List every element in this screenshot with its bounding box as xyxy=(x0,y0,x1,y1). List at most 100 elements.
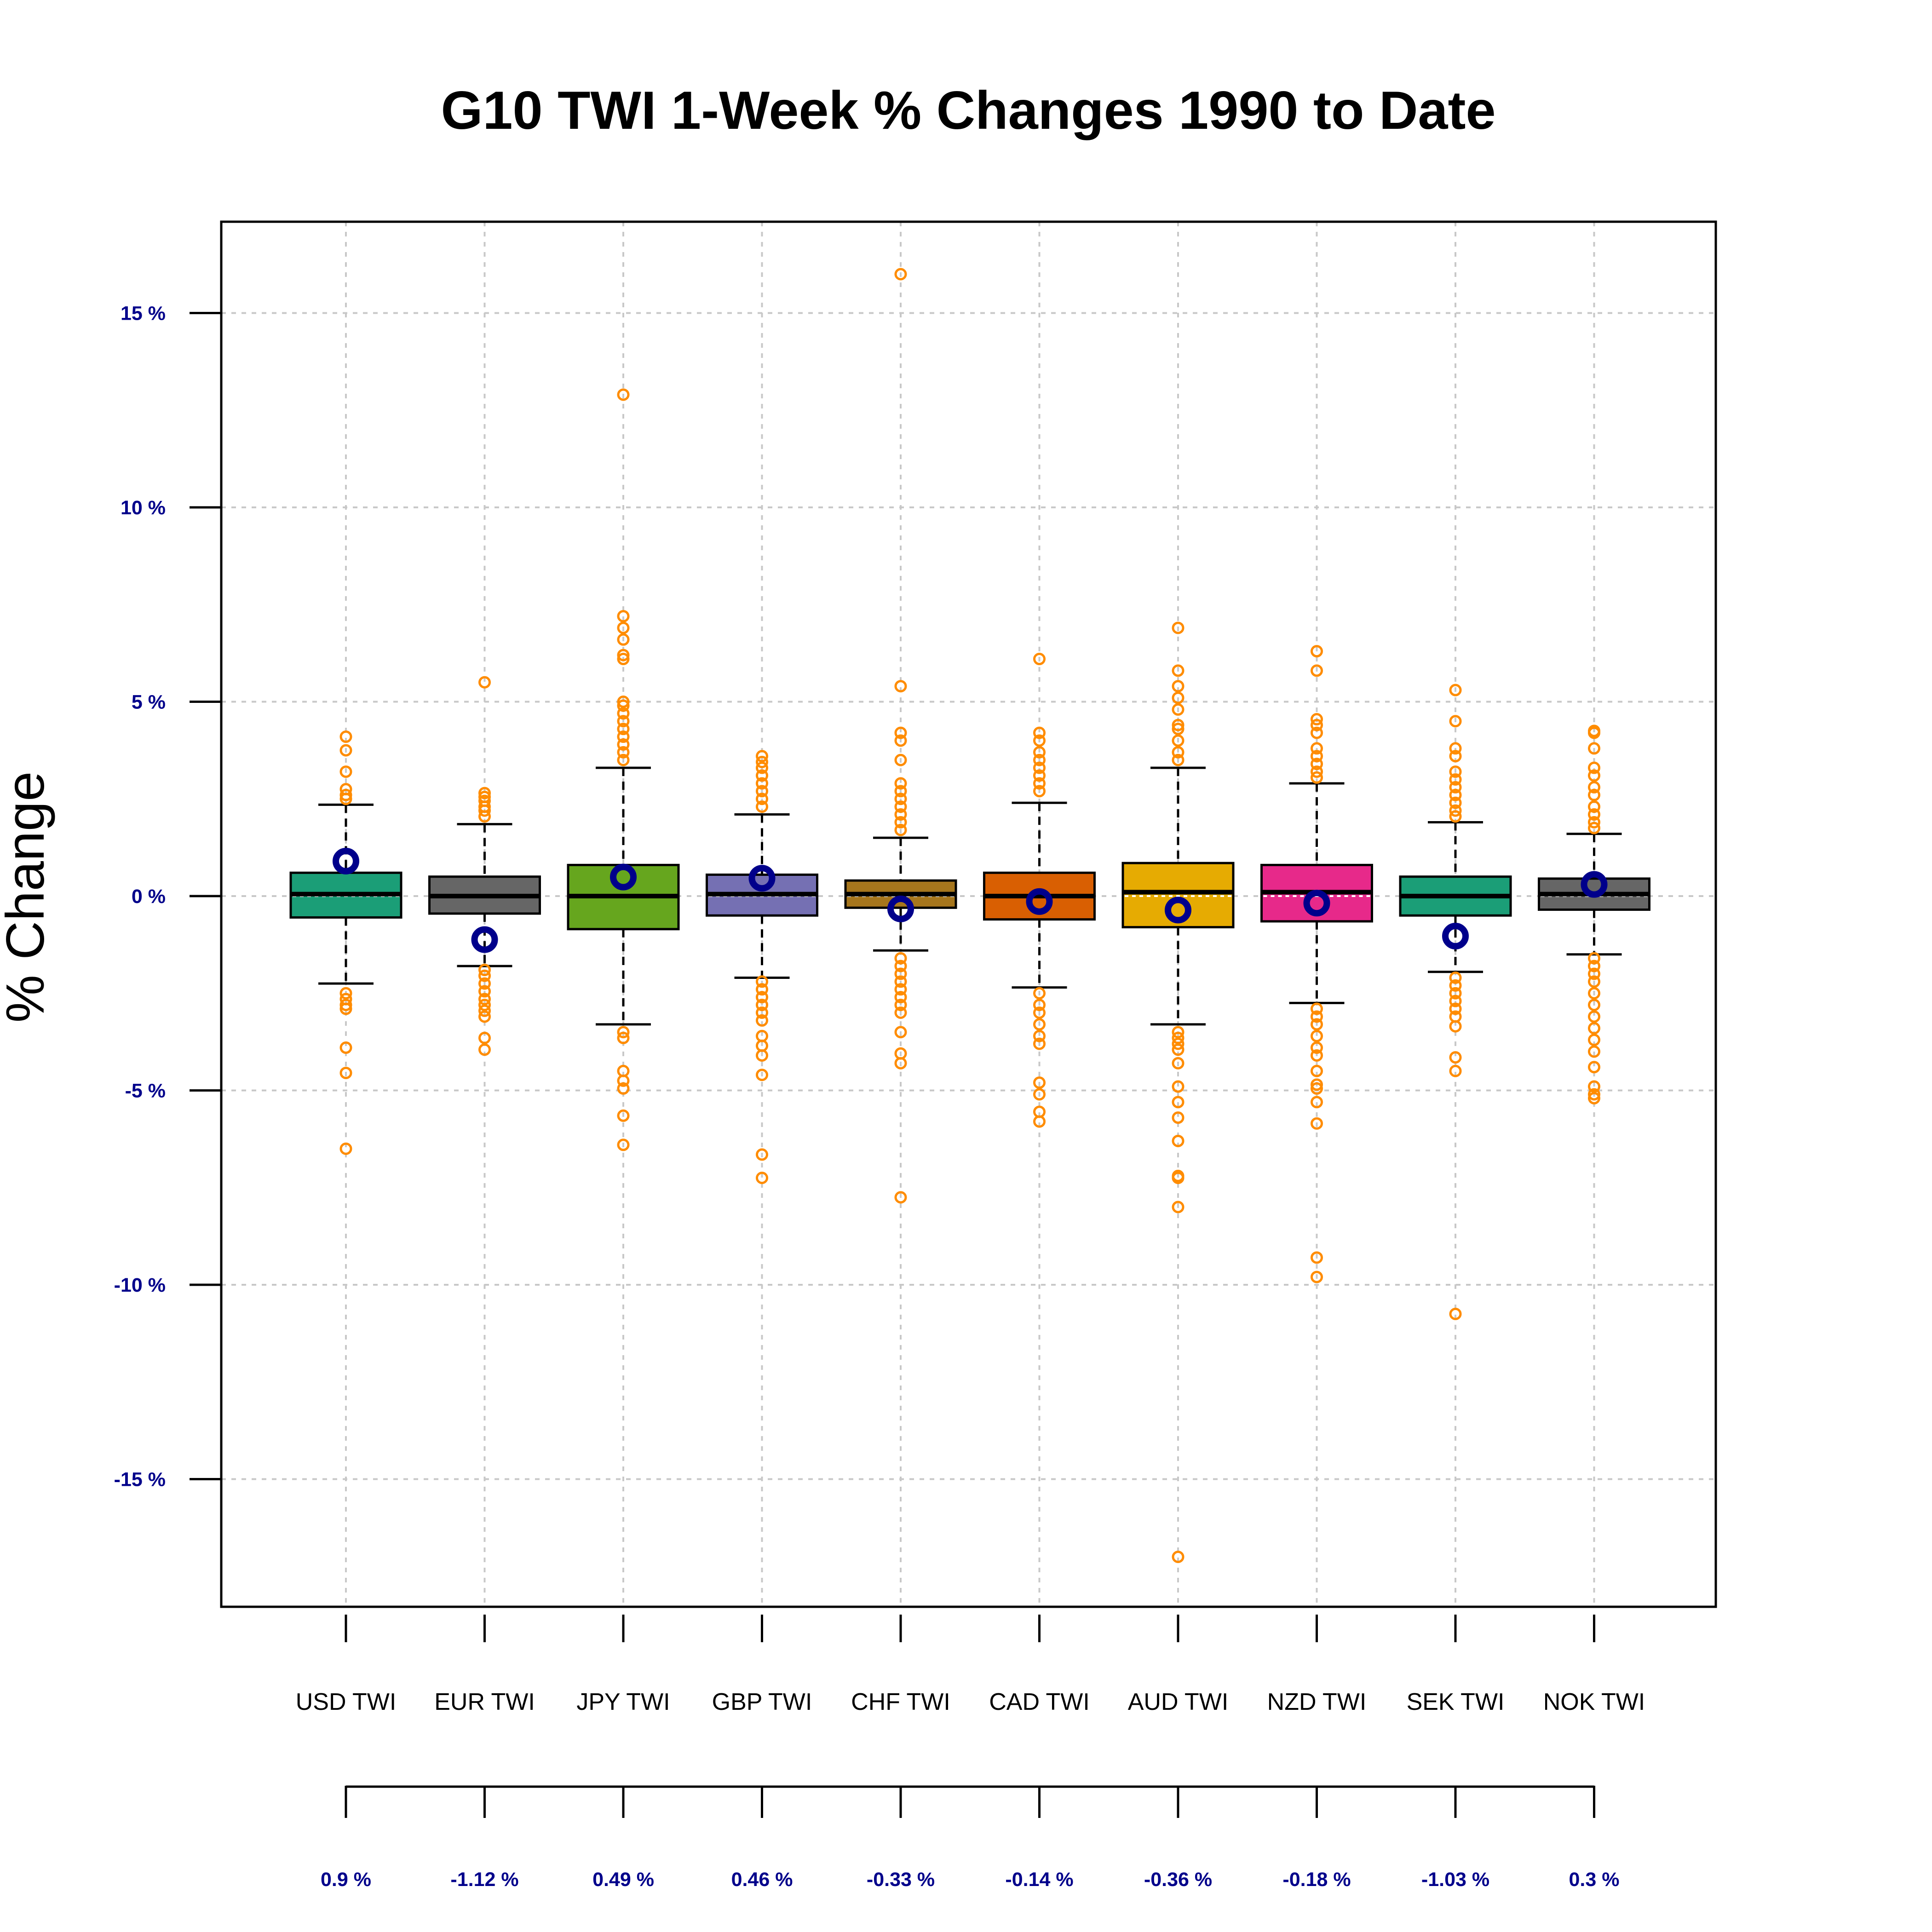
outlier-point xyxy=(756,999,768,1012)
outlier-point xyxy=(478,1031,491,1044)
x-tick-label: CAD TWI xyxy=(989,1689,1090,1715)
outlier-point xyxy=(617,707,630,720)
outlier-point xyxy=(1311,765,1323,778)
x-tick-label: SEK TWI xyxy=(1407,1689,1505,1715)
outlier-point xyxy=(478,804,491,817)
outlier-point xyxy=(1311,742,1323,755)
outlier-point xyxy=(1172,734,1184,747)
outlier-point xyxy=(1172,1134,1184,1147)
y-tick-label: -10 % xyxy=(114,1274,166,1296)
outlier-point xyxy=(1311,1010,1323,1023)
outlier-point xyxy=(756,975,768,988)
x-tick-label: EUR TWI xyxy=(434,1689,535,1715)
outlier-point xyxy=(1588,960,1600,972)
outlier-point xyxy=(1172,1080,1184,1093)
outlier-point xyxy=(1449,788,1462,801)
outlier-point xyxy=(1449,781,1462,794)
outlier-point xyxy=(1033,1076,1046,1089)
outlier-point xyxy=(1311,719,1323,731)
outlier-point xyxy=(756,983,768,996)
x-tick-label: AUD TWI xyxy=(1128,1689,1229,1715)
outlier-point xyxy=(617,738,630,751)
outlier-point xyxy=(1588,800,1600,813)
outlier-point xyxy=(617,699,630,712)
outlier-point xyxy=(1311,1082,1323,1095)
box-usd-twi xyxy=(289,730,402,1155)
outlier-point xyxy=(1033,734,1046,747)
outlier-point xyxy=(1311,750,1323,763)
latest-value-label: -0.18 % xyxy=(1282,1869,1351,1891)
outlier-point xyxy=(1172,719,1184,731)
outlier-point xyxy=(756,777,768,790)
y-axis: 15 % 10 % 5 % 0 % -5 % -10 % -15 % xyxy=(114,303,221,1491)
outlier-point xyxy=(478,993,491,1006)
outlier-point xyxy=(1311,1117,1323,1130)
outlier-point xyxy=(339,1142,352,1155)
outlier-point xyxy=(1449,971,1462,984)
outlier-point xyxy=(478,985,491,998)
outlier-point xyxy=(1172,1037,1184,1050)
outlier-point xyxy=(617,610,630,623)
outlier-point xyxy=(478,1010,491,1023)
outlier-point xyxy=(1588,1010,1600,1023)
y-tick-label: -5 % xyxy=(125,1080,166,1102)
latest-value-label: 0.46 % xyxy=(731,1869,793,1891)
outlier-point xyxy=(617,746,630,759)
outlier-point xyxy=(1449,1020,1462,1033)
outlier-point xyxy=(1311,1018,1323,1031)
outlier-point xyxy=(339,788,352,801)
outlier-point xyxy=(1588,761,1600,774)
y-tick-label: -15 % xyxy=(114,1469,166,1491)
plot-area xyxy=(289,268,1650,1563)
outlier-point xyxy=(1172,1551,1184,1563)
outlier-point xyxy=(756,1006,768,1019)
outlier-point xyxy=(1449,1064,1462,1077)
y-tick-label: 15 % xyxy=(121,303,166,325)
outlier-point xyxy=(339,744,352,757)
outlier-point xyxy=(1449,995,1462,1007)
outlier-point xyxy=(1588,1045,1600,1058)
outlier-point xyxy=(1033,1088,1046,1101)
outlier-point xyxy=(756,755,768,768)
latest-marker xyxy=(333,847,359,874)
outlier-point xyxy=(1588,769,1600,782)
outlier-point xyxy=(756,769,768,782)
outlier-point xyxy=(756,1148,768,1161)
outlier-point xyxy=(478,1004,491,1017)
outlier-point xyxy=(339,1066,352,1079)
outlier-point xyxy=(894,800,907,813)
outlier-point xyxy=(1311,1271,1323,1283)
outlier-point xyxy=(1311,1041,1323,1054)
y-tick-label: 5 % xyxy=(132,691,166,713)
outlier-point xyxy=(1311,713,1323,726)
outlier-point xyxy=(339,793,352,805)
outlier-point xyxy=(894,268,907,281)
outlier-point xyxy=(617,649,630,661)
outlier-point xyxy=(1449,684,1462,696)
latest-marker xyxy=(1026,888,1053,915)
outlier-point xyxy=(894,991,907,1004)
outlier-point xyxy=(894,975,907,988)
outlier-point xyxy=(756,1049,768,1062)
outlier-point xyxy=(894,983,907,996)
outlier-point xyxy=(1588,967,1600,980)
outlier-point xyxy=(1311,1096,1323,1109)
latest-value-label: -0.33 % xyxy=(867,1869,935,1891)
outlier-point xyxy=(894,777,907,790)
outlier-point xyxy=(1588,788,1600,801)
box-gbp-twi xyxy=(706,750,818,1184)
outlier-point xyxy=(1588,1034,1600,1046)
outlier-point xyxy=(617,1138,630,1151)
x-axis: USD TWI EUR TWI JPY TWI GBP TWI CHF TWI CAD T… xyxy=(296,1615,1645,1715)
outlier-point xyxy=(756,761,768,774)
box-iqr xyxy=(1121,862,1235,929)
box-nzd-twi xyxy=(1260,645,1373,1283)
outlier-point xyxy=(1033,1029,1046,1042)
outlier-point xyxy=(1311,1064,1323,1077)
outlier-point xyxy=(1033,653,1046,666)
outlier-point xyxy=(894,952,907,965)
outlier-point xyxy=(1449,1051,1462,1064)
outlier-point xyxy=(756,785,768,798)
latest-value-label: -1.12 % xyxy=(450,1869,518,1891)
